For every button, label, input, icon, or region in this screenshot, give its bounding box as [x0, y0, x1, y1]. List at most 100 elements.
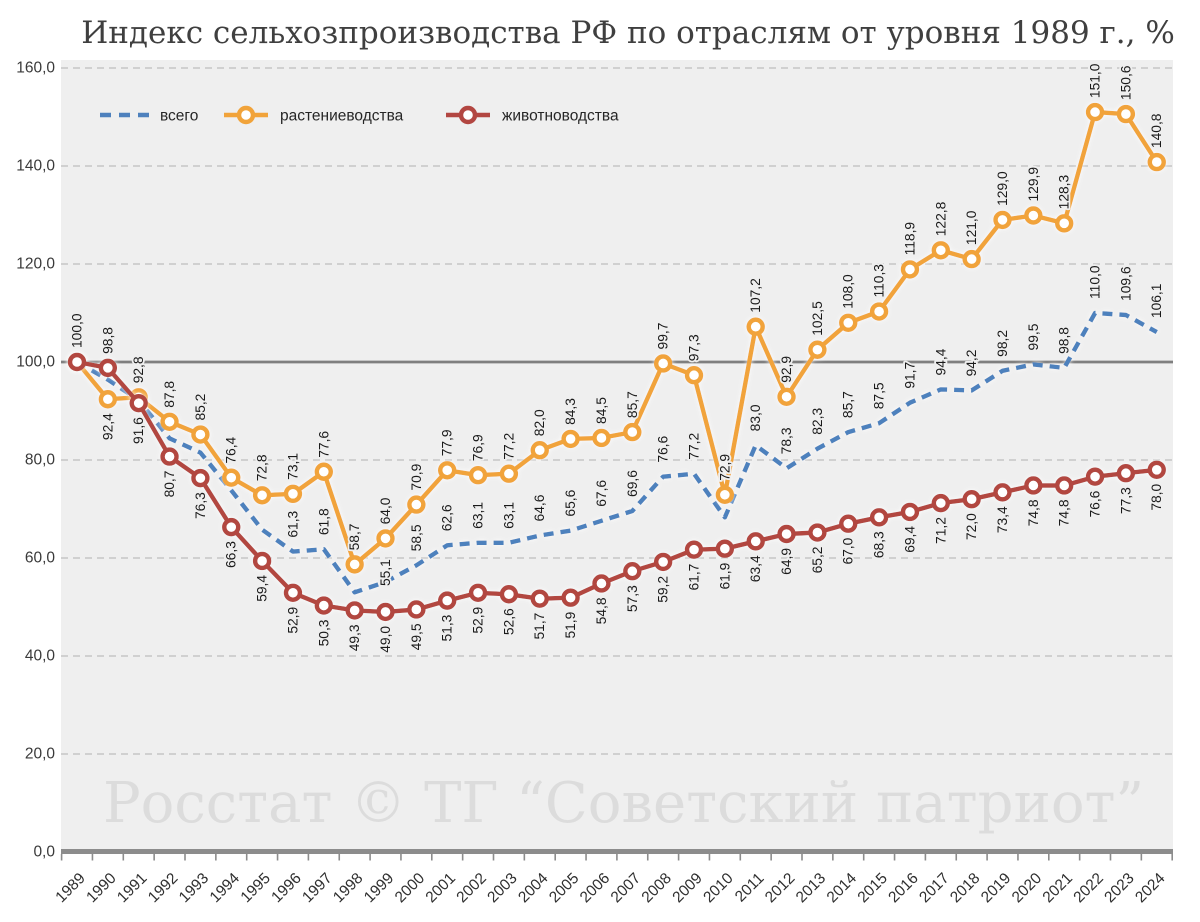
data-label: 72,0 — [964, 513, 979, 540]
data-point-marker — [468, 465, 488, 485]
data-point-marker — [376, 529, 395, 548]
data-label: 92,4 — [100, 413, 115, 440]
data-label: 77,9 — [440, 429, 455, 456]
data-point-marker — [530, 589, 549, 608]
data-label: 51,3 — [440, 614, 455, 641]
legend-item-всего: всего — [100, 108, 198, 125]
data-label: 67,0 — [841, 537, 856, 564]
data-label: 91,7 — [902, 362, 917, 389]
data-label: 122,8 — [933, 201, 948, 236]
data-point-marker — [1116, 104, 1136, 124]
y-axis-label: 160,0 — [16, 60, 55, 77]
data-label: 55,1 — [378, 559, 393, 586]
data-point-marker — [869, 508, 889, 527]
data-point-marker — [530, 441, 549, 460]
data-point-marker — [900, 260, 920, 279]
data-label: 74,8 — [1057, 499, 1072, 526]
data-label: 77,6 — [316, 431, 331, 458]
data-label: 76,6 — [1088, 490, 1103, 517]
data-label: 107,2 — [748, 278, 763, 313]
data-label: 98,8 — [100, 327, 115, 354]
data-point-marker — [623, 422, 642, 442]
y-axis-label: 140,0 — [16, 158, 55, 175]
y-axis-label: 20,0 — [25, 746, 56, 763]
data-label: 121,0 — [964, 210, 979, 245]
data-label: 66,3 — [224, 541, 239, 568]
data-label: 106,1 — [1149, 284, 1164, 319]
data-label: 54,8 — [594, 597, 609, 624]
data-label: 72,9 — [717, 454, 732, 481]
data-label: 92,8 — [131, 356, 146, 383]
data-label: 64,6 — [532, 494, 547, 521]
data-label: 77,2 — [501, 433, 516, 460]
data-label: 77,3 — [1118, 487, 1133, 514]
data-label: 59,2 — [656, 576, 671, 603]
x-axis-label: 2004 — [515, 870, 552, 907]
legend-marker-icon — [458, 105, 478, 125]
data-label: 76,3 — [193, 492, 208, 519]
data-point-marker — [468, 583, 488, 602]
data-point-marker — [623, 562, 642, 581]
data-label: 61,3 — [285, 510, 300, 537]
data-label: 76,6 — [656, 435, 671, 462]
data-label: 61,7 — [687, 564, 702, 591]
data-point-marker — [684, 366, 704, 385]
x-axis-label: 2007 — [608, 870, 644, 906]
data-label: 49,5 — [409, 623, 424, 650]
data-label: 49,3 — [347, 624, 362, 651]
data-point-marker — [592, 428, 611, 448]
data-point-marker — [653, 354, 673, 373]
data-label: 108,0 — [841, 274, 856, 309]
data-label: 52,6 — [501, 608, 516, 635]
data-label: 71,2 — [933, 517, 948, 544]
data-point-marker — [1116, 464, 1136, 483]
data-label: 69,4 — [902, 526, 917, 553]
series-line-всего — [75, 310, 1158, 595]
data-point-marker — [900, 502, 920, 522]
data-point-marker — [869, 302, 889, 321]
data-label: 94,2 — [964, 350, 979, 377]
data-label: 109,6 — [1118, 266, 1133, 301]
data-point-marker — [160, 447, 179, 466]
x-axis-label: 1992 — [145, 870, 181, 906]
legend-label: животноводства — [502, 108, 619, 125]
data-point-marker — [777, 524, 796, 544]
x-axis-label: 2005 — [546, 870, 582, 906]
data-label: 98,2 — [995, 330, 1010, 357]
x-axis-label: 2002 — [453, 870, 489, 906]
x-axis-label: 2000 — [392, 870, 429, 907]
data-label: 102,5 — [810, 301, 825, 336]
data-point-marker — [252, 486, 272, 505]
data-point-marker — [129, 393, 148, 413]
data-label: 57,3 — [625, 585, 640, 612]
data-label: 58,5 — [409, 524, 424, 551]
data-label: 61,8 — [316, 508, 331, 535]
data-point-marker — [191, 468, 210, 488]
data-point-marker — [962, 490, 981, 509]
data-label: 129,0 — [995, 171, 1010, 206]
data-point-marker — [345, 555, 364, 574]
data-point-marker — [1054, 476, 1074, 495]
data-label: 61,9 — [717, 562, 732, 589]
data-label: 84,3 — [563, 398, 578, 425]
data-label: 64,9 — [779, 548, 794, 575]
data-label: 80,7 — [162, 471, 177, 498]
x-axis-label: 1990 — [83, 870, 120, 907]
data-point-marker — [993, 210, 1012, 230]
data-point-marker — [160, 412, 179, 431]
y-axis-labels: 0,0 20,0 40,0 60,0 80,0 100,0 120,0 140,0 160,0 — [16, 60, 55, 861]
data-label: 87,8 — [162, 381, 177, 408]
data-point-marker — [222, 468, 241, 487]
data-point-marker — [1085, 102, 1105, 122]
data-label: 73,4 — [995, 506, 1010, 533]
data-label: 83,0 — [748, 404, 763, 431]
data-label: 64,0 — [378, 497, 393, 524]
y-axis-label: 120,0 — [16, 256, 55, 273]
x-axis: 1989199019911992199319941995199619971998… — [52, 849, 1173, 906]
legend: всего растениеводства животноводства — [100, 105, 619, 125]
data-label: 49,0 — [378, 626, 393, 653]
x-axis-label: 2016 — [885, 870, 921, 906]
data-labels: 61,3 61,8 55,1 58,5 62,6 63,1 63,1 64,6 65,6 67,6… — [68, 61, 1166, 654]
data-label: 98,8 — [1057, 327, 1072, 354]
